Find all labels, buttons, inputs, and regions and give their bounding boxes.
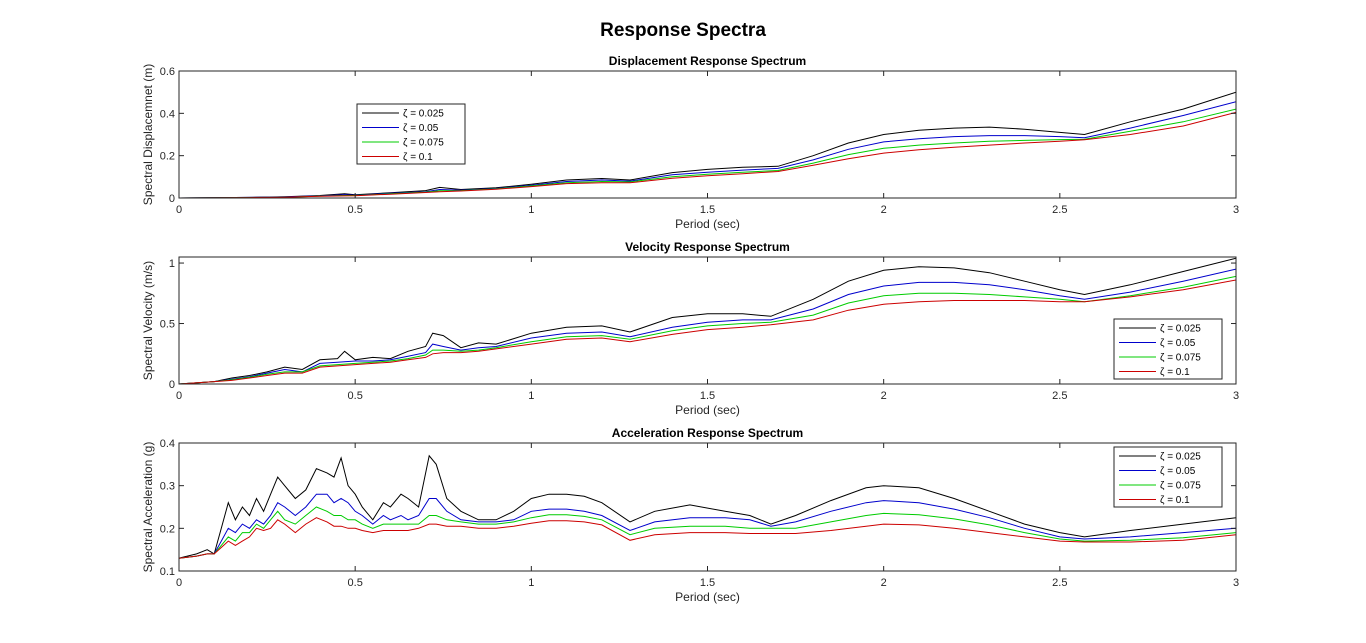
x-tick-label: 1 bbox=[528, 204, 534, 216]
legend: ζ = 0.025 ζ = 0.05 ζ = 0.075 ζ = 0.1 bbox=[356, 103, 466, 165]
series-group bbox=[179, 454, 1236, 559]
series-group bbox=[179, 91, 1236, 198]
series-line-2 bbox=[179, 275, 1236, 384]
legend: ζ = 0.025 ζ = 0.05 ζ = 0.075 ζ = 0.1 bbox=[1113, 318, 1223, 380]
series-line-0 bbox=[179, 454, 1236, 559]
panel-1: Velocity Response Spectrum 0 0.5 1 1.5 2 2.5 3 0… bbox=[141, 240, 1239, 417]
x-axis-label: Period (sec) bbox=[675, 217, 740, 231]
x-tick-label: 2 bbox=[881, 577, 887, 589]
series-line-3 bbox=[179, 279, 1236, 384]
series-line-0 bbox=[179, 257, 1236, 384]
subplot-title: Velocity Response Spectrum bbox=[625, 240, 790, 254]
x-axis-label: Period (sec) bbox=[675, 403, 740, 417]
axes-box bbox=[178, 442, 1237, 572]
y-axis-label: Spectral Velocity (m/s) bbox=[141, 261, 155, 380]
series-group bbox=[179, 257, 1236, 384]
y-tick-label: 1 bbox=[169, 258, 175, 270]
legend-label: ζ = 0.1 bbox=[1160, 367, 1190, 378]
series-line-1 bbox=[179, 268, 1236, 384]
x-tick-label: 0 bbox=[176, 390, 182, 402]
subplot-title: Displacement Response Spectrum bbox=[609, 54, 806, 68]
legend-label: ζ = 0.025 bbox=[1160, 452, 1201, 463]
series-line-3 bbox=[179, 517, 1236, 559]
x-tick-label: 2.5 bbox=[1052, 204, 1067, 216]
legend-label: ζ = 0.075 bbox=[1160, 481, 1201, 492]
y-tick-label: 0.6 bbox=[160, 66, 175, 78]
x-tick-label: 1.5 bbox=[700, 577, 715, 589]
y-axis-label: Spectral Displacemnet (m) bbox=[141, 64, 155, 205]
x-tick-label: 1.5 bbox=[700, 204, 715, 216]
x-tick-label: 1 bbox=[528, 390, 534, 402]
y-axis-label: Spectral Acceleration (g) bbox=[141, 442, 155, 573]
legend-label: ζ = 0.075 bbox=[1160, 353, 1201, 364]
x-axis-label: Period (sec) bbox=[675, 590, 740, 604]
legend-label: ζ = 0.075 bbox=[403, 138, 444, 149]
x-tick-label: 0.5 bbox=[348, 204, 363, 216]
x-tick-label: 2.5 bbox=[1052, 390, 1067, 402]
y-tick-label: 0.5 bbox=[160, 319, 175, 331]
legend-box bbox=[1113, 318, 1223, 380]
legend-label: ζ = 0.025 bbox=[1160, 324, 1201, 335]
legend-label: ζ = 0.1 bbox=[403, 152, 433, 163]
axes-box bbox=[178, 70, 1237, 199]
legend-label: ζ = 0.05 bbox=[1160, 338, 1196, 349]
x-tick-label: 0 bbox=[176, 204, 182, 216]
subplot-title: Acceleration Response Spectrum bbox=[612, 426, 803, 440]
y-tick-label: 0.2 bbox=[160, 151, 175, 163]
legend-box bbox=[356, 103, 466, 165]
y-tick-label: 0.4 bbox=[160, 438, 175, 450]
panel-2: Acceleration Response Spectrum 0 0.5 1 1.5 2 2… bbox=[141, 426, 1239, 604]
x-tick-label: 2 bbox=[881, 390, 887, 402]
legend: ζ = 0.025 ζ = 0.05 ζ = 0.075 ζ = 0.1 bbox=[1113, 446, 1223, 508]
x-tick-label: 1 bbox=[528, 577, 534, 589]
y-tick-label: 0.4 bbox=[160, 108, 175, 120]
series-line-1 bbox=[179, 493, 1236, 559]
series-line-2 bbox=[179, 506, 1236, 559]
x-tick-label: 0.5 bbox=[348, 390, 363, 402]
legend-label: ζ = 0.025 bbox=[403, 109, 444, 120]
x-tick-label: 3 bbox=[1233, 577, 1239, 589]
y-tick-label: 0 bbox=[169, 379, 175, 391]
legend-label: ζ = 0.05 bbox=[403, 123, 439, 134]
legend-box bbox=[1113, 446, 1223, 508]
panel-0: Displacement Response Spectrum 0 0.5 1 1.5 2 2… bbox=[141, 54, 1239, 231]
x-tick-label: 3 bbox=[1233, 204, 1239, 216]
series-line-3 bbox=[179, 111, 1236, 198]
figure-title: Response Spectra bbox=[600, 20, 766, 41]
series-line-2 bbox=[179, 108, 1236, 198]
x-tick-label: 0.5 bbox=[348, 577, 363, 589]
series-line-0 bbox=[179, 91, 1236, 198]
series-line-1 bbox=[179, 101, 1236, 198]
x-tick-label: 2.5 bbox=[1052, 577, 1067, 589]
y-tick-label: 0.2 bbox=[160, 523, 175, 535]
legend-label: ζ = 0.05 bbox=[1160, 466, 1196, 477]
legend-label: ζ = 0.1 bbox=[1160, 495, 1190, 506]
y-tick-label: 0.3 bbox=[160, 481, 175, 493]
y-tick-label: 0 bbox=[169, 193, 175, 205]
x-tick-label: 0 bbox=[176, 577, 182, 589]
y-tick-label: 0.1 bbox=[160, 566, 175, 578]
x-tick-label: 1.5 bbox=[700, 390, 715, 402]
x-tick-label: 2 bbox=[881, 204, 887, 216]
x-tick-label: 3 bbox=[1233, 390, 1239, 402]
